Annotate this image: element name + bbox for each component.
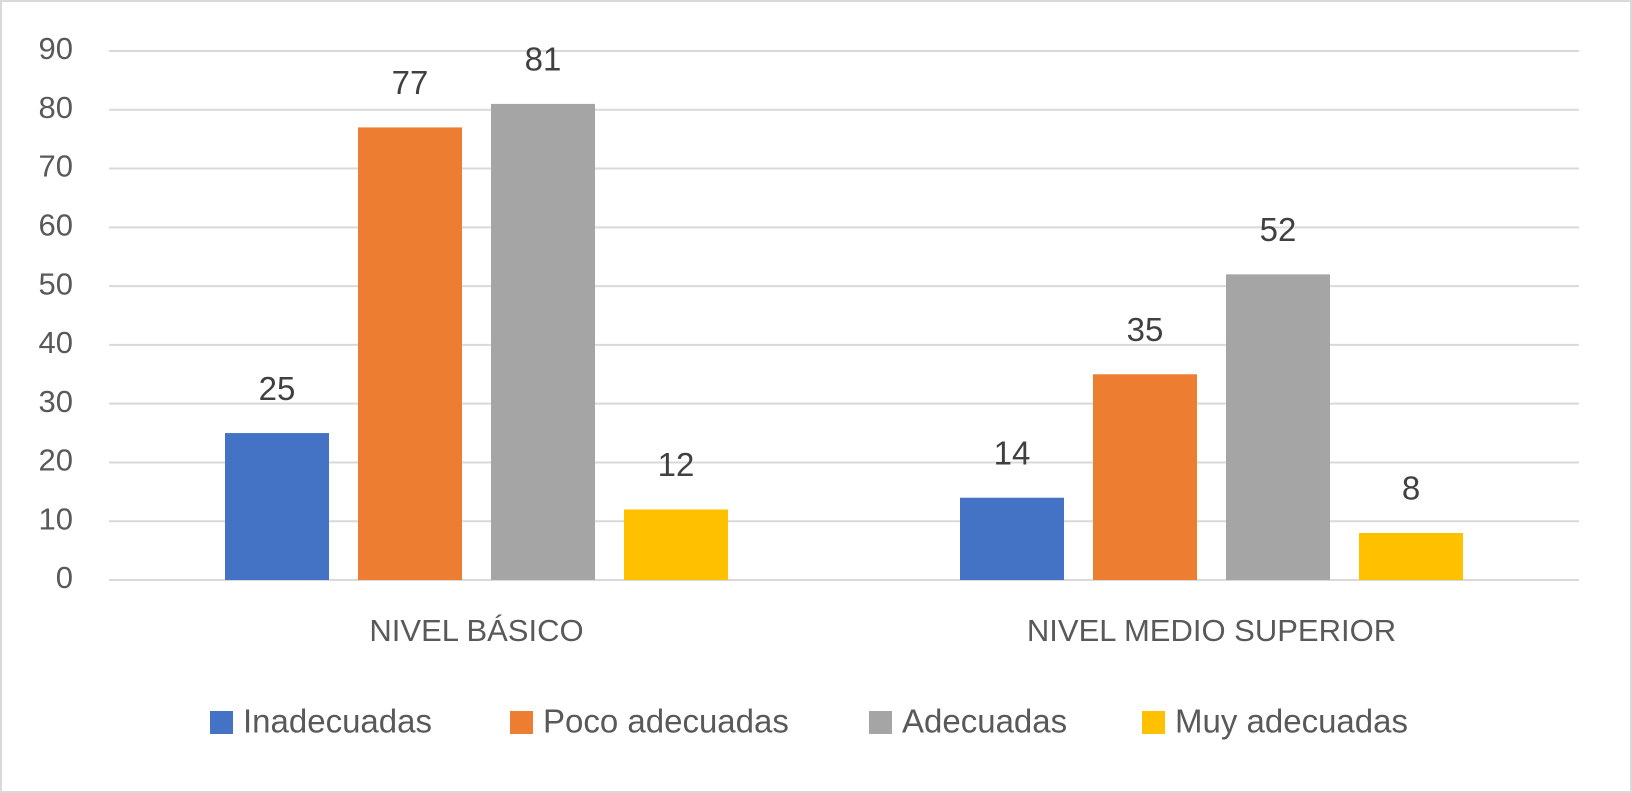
data-label: 8 <box>1402 470 1420 507</box>
data-label: 12 <box>658 446 695 483</box>
data-label: 81 <box>525 41 562 78</box>
y-tick-label: 70 <box>39 149 73 184</box>
bar <box>358 127 462 581</box>
legend-label: Adecuadas <box>902 703 1067 740</box>
data-label: 14 <box>994 434 1031 471</box>
data-label: 35 <box>1127 311 1164 348</box>
data-label: 52 <box>1260 211 1297 248</box>
y-tick-label: 0 <box>56 560 73 595</box>
x-tick-label: NIVEL BÁSICO <box>369 613 583 648</box>
bar <box>225 433 329 580</box>
bar <box>960 497 1064 580</box>
y-tick-label: 20 <box>39 443 73 478</box>
y-tick-label: 30 <box>39 384 73 419</box>
y-tick-label: 40 <box>39 325 73 360</box>
legend-swatch <box>869 711 892 734</box>
legend-label: Poco adecuadas <box>543 703 789 740</box>
bar <box>624 509 728 580</box>
x-tick-label: NIVEL MEDIO SUPERIOR <box>1027 613 1396 648</box>
y-tick-label: 10 <box>39 501 73 536</box>
bar <box>491 103 595 581</box>
legend-swatch <box>510 711 533 734</box>
data-label: 25 <box>259 370 296 407</box>
bar <box>1226 274 1330 580</box>
legend-swatch <box>1142 711 1165 734</box>
legend-label: Muy adecuadas <box>1175 703 1408 740</box>
y-tick-label: 50 <box>39 266 73 301</box>
legend-label: Inadecuadas <box>243 703 432 740</box>
legend-swatch <box>210 711 233 734</box>
y-tick-label: 90 <box>39 31 73 66</box>
data-label: 77 <box>392 64 429 101</box>
y-tick-label: 80 <box>39 90 73 125</box>
bar <box>1359 532 1463 580</box>
bar <box>1093 374 1197 580</box>
y-tick-label: 60 <box>39 208 73 243</box>
